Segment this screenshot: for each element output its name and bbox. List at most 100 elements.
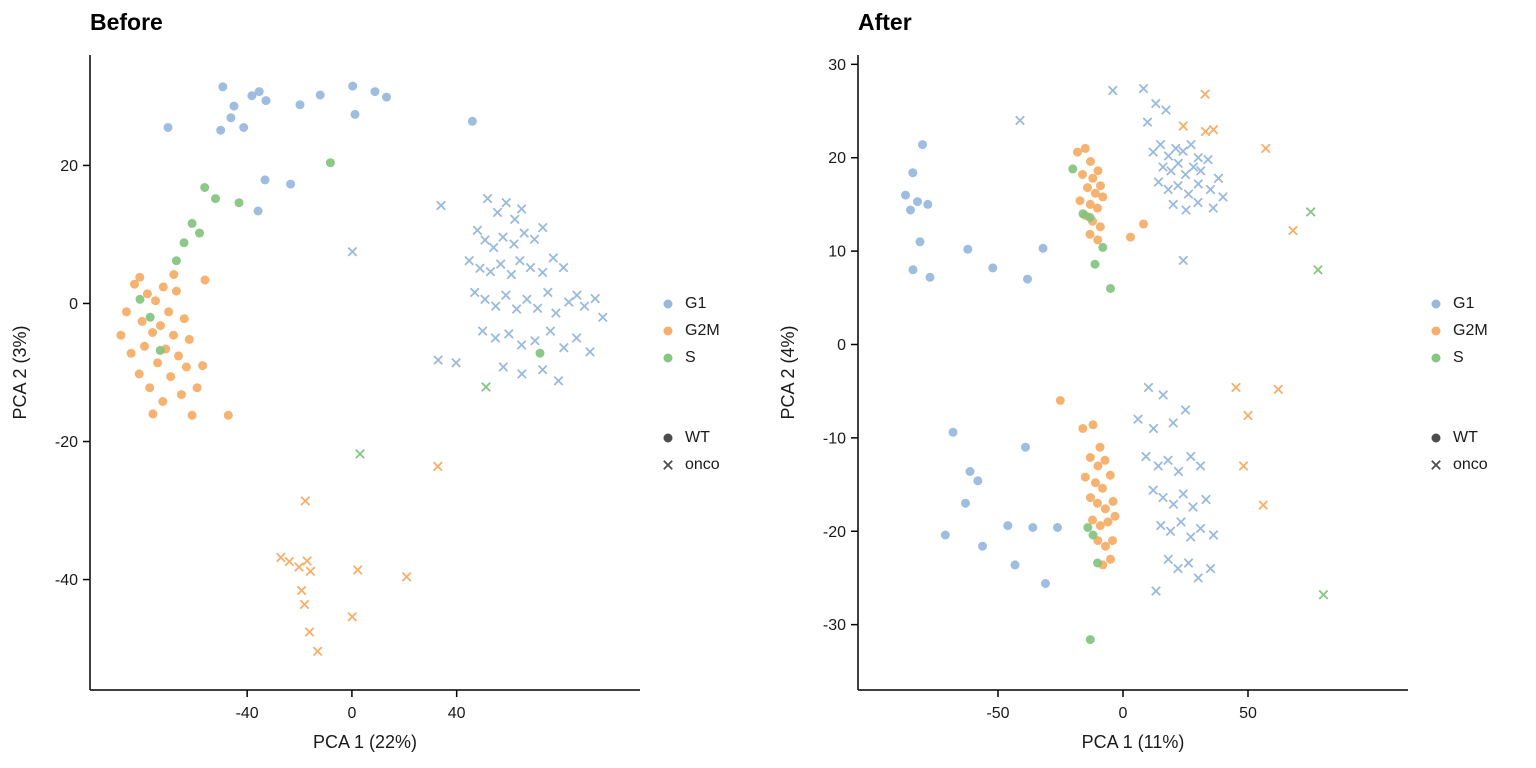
data-point <box>184 334 194 344</box>
data-point <box>1080 143 1090 153</box>
legend-item-wt: WT <box>1428 429 1534 447</box>
data-point <box>1093 498 1102 508</box>
data-point <box>352 565 363 575</box>
data-point <box>218 82 228 92</box>
y-tick-label: 0 <box>69 296 78 313</box>
color-legend: G1 G2M S <box>660 295 766 367</box>
data-point <box>1023 274 1032 284</box>
data-point <box>401 571 412 582</box>
data-point <box>1178 255 1189 266</box>
data-point <box>1086 157 1095 166</box>
data-point <box>906 205 915 215</box>
data-point <box>1100 455 1110 465</box>
data-point <box>192 383 202 393</box>
data-point <box>1021 442 1030 452</box>
shape-legend: WT onco <box>1428 429 1534 474</box>
data-point <box>1178 121 1189 131</box>
data-point <box>1318 589 1329 600</box>
legend-item-s: S <box>1428 349 1534 367</box>
data-point <box>490 301 501 312</box>
data-point <box>537 267 548 278</box>
data-point <box>1055 396 1065 405</box>
data-point <box>1098 192 1108 202</box>
data-point <box>1188 162 1199 172</box>
before-legend: G1 G2M S WT onco <box>660 0 766 768</box>
data-point <box>1041 579 1050 588</box>
x-axis-title: PCA 1 (11%) <box>1082 732 1185 752</box>
data-point <box>1163 455 1173 466</box>
data-point <box>1201 494 1211 505</box>
data-point <box>509 214 520 225</box>
data-point <box>1085 229 1095 239</box>
data-point <box>1151 586 1161 596</box>
data-point <box>1273 384 1284 395</box>
data-point <box>1093 203 1102 213</box>
data-point <box>1155 520 1166 531</box>
data-point <box>469 287 480 298</box>
data-point <box>239 123 249 132</box>
data-point <box>179 314 189 324</box>
data-point <box>498 362 509 372</box>
data-point <box>211 194 220 204</box>
data-point <box>305 566 316 577</box>
y-tick-label: 30 <box>828 57 846 74</box>
data-point <box>522 294 532 305</box>
data-point <box>511 304 522 314</box>
data-point <box>918 140 927 150</box>
x-tick-label: 0 <box>347 705 356 722</box>
data-point <box>1195 165 1206 176</box>
data-point <box>542 287 553 298</box>
data-point <box>164 307 174 317</box>
data-point <box>315 90 325 100</box>
legend-item-g2m: G2M <box>1428 322 1534 340</box>
data-point <box>1288 225 1298 236</box>
x-tick-label: 40 <box>448 705 466 722</box>
data-point <box>261 96 271 106</box>
data-point <box>1126 232 1135 242</box>
wt-circle-icon <box>663 433 673 442</box>
data-point <box>247 91 257 101</box>
data-point <box>1170 143 1181 154</box>
data-point <box>1093 166 1103 176</box>
data-point <box>198 361 208 371</box>
data-point <box>1085 199 1095 209</box>
data-point <box>516 204 527 214</box>
data-point <box>1100 504 1110 514</box>
data-point <box>1180 405 1191 415</box>
data-point <box>1158 390 1169 400</box>
data-point <box>158 397 168 406</box>
legend-item-g2m: G2M <box>660 322 766 340</box>
data-point <box>1173 158 1184 169</box>
data-point <box>516 340 527 350</box>
data-point <box>1161 105 1171 115</box>
panel-title: After <box>858 9 912 35</box>
data-point <box>433 355 443 365</box>
data-point <box>156 321 165 331</box>
data-point <box>501 197 512 208</box>
data-point <box>948 427 958 437</box>
data-point <box>590 293 601 304</box>
data-point <box>1185 451 1196 462</box>
data-point <box>467 116 477 126</box>
data-point <box>451 357 461 368</box>
data-point <box>597 312 608 323</box>
legend-item-wt: WT <box>660 429 766 447</box>
data-point <box>563 297 574 307</box>
data-point <box>1186 139 1196 150</box>
data-point <box>548 253 559 263</box>
data-point <box>1073 147 1082 157</box>
data-point <box>1153 177 1164 187</box>
data-point <box>432 461 443 472</box>
data-point <box>1193 179 1204 189</box>
s-dot-icon <box>663 353 673 362</box>
data-point <box>1003 521 1013 531</box>
data-point <box>545 326 556 336</box>
data-point <box>464 255 475 266</box>
data-point <box>572 290 582 301</box>
data-point <box>116 330 126 340</box>
data-point <box>1200 89 1210 100</box>
data-point <box>151 296 160 306</box>
data-point <box>1139 219 1148 229</box>
data-point <box>299 599 310 610</box>
data-point <box>142 289 152 299</box>
